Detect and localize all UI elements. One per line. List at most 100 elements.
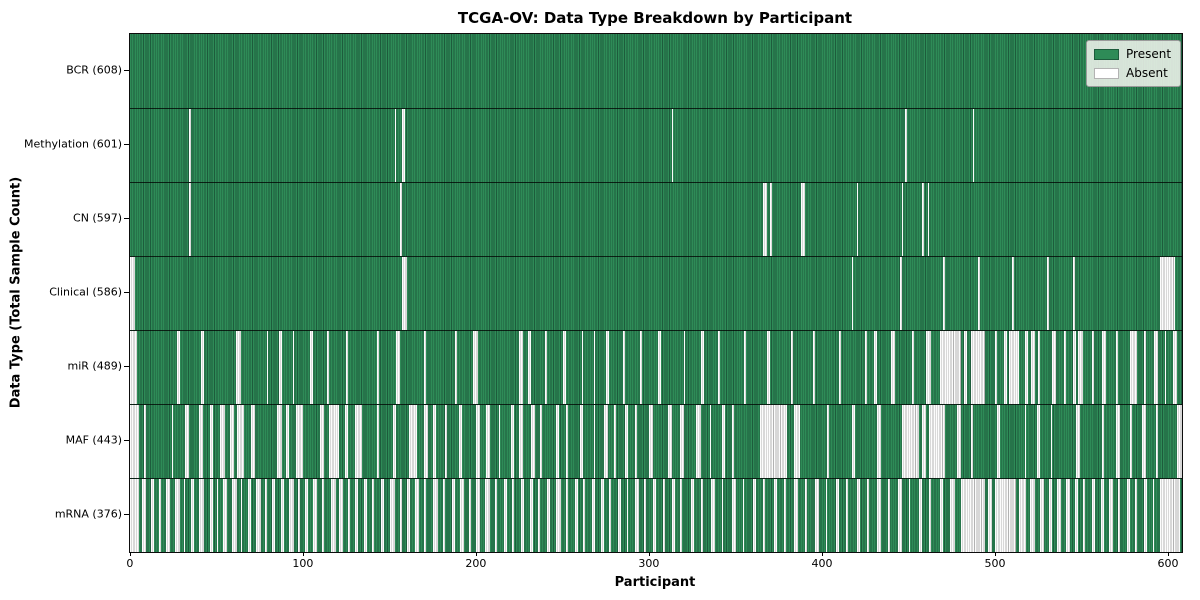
absent-stripe	[995, 479, 1016, 552]
y-tick-mark	[124, 439, 129, 441]
absent-stripe	[216, 479, 219, 552]
absent-stripe	[377, 331, 380, 404]
absent-stripe	[546, 479, 551, 552]
absent-stripe	[856, 479, 861, 552]
absent-stripe	[519, 405, 523, 478]
absent-stripe	[1173, 331, 1177, 404]
absent-stripe	[1076, 405, 1080, 478]
absent-stripe	[851, 405, 855, 478]
absent-stripe	[960, 479, 985, 552]
absent-stripe	[695, 405, 701, 478]
absent-stripe	[721, 479, 724, 552]
row-mrna	[130, 478, 1182, 552]
absent-stripe	[657, 331, 662, 404]
absent-stripe	[531, 405, 535, 478]
absent-stripe	[1048, 479, 1053, 552]
absent-stripe	[1130, 331, 1137, 404]
absent-stripe	[794, 405, 800, 478]
absent-stripe	[566, 479, 568, 552]
absent-stripe	[614, 405, 617, 478]
legend-label: Present	[1126, 47, 1172, 61]
absent-stripe	[469, 479, 471, 552]
absent-stripe	[977, 257, 980, 330]
absent-stripe	[770, 183, 772, 256]
absent-stripe	[176, 331, 181, 404]
absent-stripe	[939, 331, 961, 404]
absent-stripe	[680, 405, 684, 478]
absent-stripe	[963, 331, 968, 404]
absent-stripe	[929, 479, 932, 552]
absent-stripe	[624, 405, 629, 478]
absent-stripe	[322, 479, 324, 552]
absent-stripe	[394, 109, 397, 182]
absent-stripe	[600, 479, 605, 552]
absent-stripe	[874, 331, 878, 404]
legend: Present Absent	[1086, 40, 1182, 87]
absent-stripe	[143, 405, 146, 478]
absent-stripe	[1050, 405, 1053, 478]
absent-stripe	[372, 479, 374, 552]
absent-stripe	[922, 183, 925, 256]
absent-stripe	[339, 479, 343, 552]
absent-stripe	[1083, 479, 1086, 552]
row-bcr	[130, 34, 1182, 108]
absent-stripe	[1029, 479, 1035, 552]
absent-stripe	[744, 331, 746, 404]
absent-stripe	[521, 479, 525, 552]
absent-stripe	[851, 257, 854, 330]
absent-stripe	[711, 479, 715, 552]
absent-stripe	[742, 479, 745, 552]
absent-stripe	[285, 405, 290, 478]
absent-stripe	[898, 479, 902, 552]
y-tick-label: mRNA (376)	[54, 507, 122, 521]
absent-stripe	[292, 331, 295, 404]
absent-stripe	[399, 183, 402, 256]
y-tick-mark	[124, 513, 129, 515]
absent-stripe	[562, 331, 567, 404]
absent-stripe	[804, 479, 807, 552]
absent-stripe	[486, 405, 490, 478]
absent-stripe	[856, 183, 859, 256]
absent-stripe	[591, 479, 596, 552]
absent-stripe	[415, 479, 419, 552]
absent-stripe	[643, 479, 646, 552]
absent-stripe	[700, 331, 705, 404]
absent-stripe	[199, 479, 205, 552]
x-tick-label: 0	[126, 557, 134, 570]
absent-stripe	[327, 331, 329, 404]
x-tick-label: 300	[638, 557, 660, 570]
absent-stripe	[957, 405, 961, 478]
absent-stripe	[1152, 479, 1155, 552]
absent-stripe	[583, 479, 586, 552]
absent-stripe	[328, 405, 340, 478]
absent-stripe	[289, 479, 295, 552]
x-tick-label: 600	[1157, 557, 1179, 570]
absent-stripe	[604, 405, 608, 478]
absent-stripe	[1100, 479, 1105, 552]
absent-stripe	[223, 479, 227, 552]
row-clinical	[130, 256, 1182, 330]
y-tick-mark	[124, 291, 129, 293]
absent-stripe	[232, 479, 238, 552]
x-tick-mark	[302, 552, 304, 556]
legend-label: Absent	[1126, 66, 1168, 80]
absent-stripe	[801, 183, 805, 256]
absent-stripe	[867, 479, 869, 552]
y-tick-label: MAF (443)	[65, 433, 122, 447]
y-tick-label: miR (489)	[67, 359, 123, 373]
legend-item-absent: Absent	[1094, 66, 1171, 80]
absent-stripe	[354, 405, 362, 478]
absent-stripe	[1126, 479, 1131, 552]
y-tick-label: CN (597)	[73, 211, 122, 225]
y-tick-mark	[124, 217, 129, 219]
absent-stripe	[901, 405, 919, 478]
absent-stripe	[1159, 479, 1181, 552]
absent-stripe	[130, 257, 136, 330]
absent-stripe	[635, 405, 637, 478]
absent-stripe	[662, 479, 665, 552]
y-tick-mark	[124, 69, 129, 71]
absent-stripe	[752, 479, 757, 552]
absent-stripe	[709, 405, 712, 478]
y-tick-label: Clinical (586)	[49, 285, 122, 299]
absent-stripe	[1064, 331, 1067, 404]
